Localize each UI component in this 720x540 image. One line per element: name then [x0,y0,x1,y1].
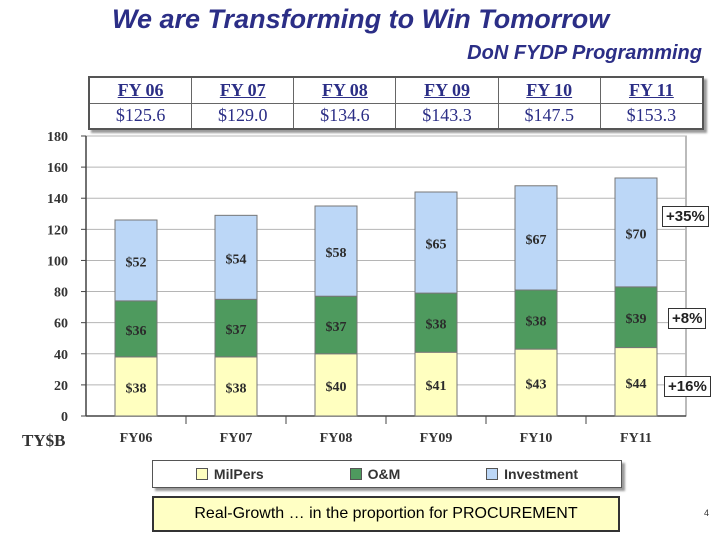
bar-segment-investment [214,214,258,300]
bar-segment-investment [514,185,558,291]
totals-year-header: FY 09 [395,76,499,104]
bar-segment-om [314,295,358,355]
y-tick-label: 100 [47,254,68,269]
legend-item-investment: Investment [486,466,578,482]
bar-segment-om [514,289,558,350]
totals-year-header: FY 06 [88,76,193,104]
totals-value: $125.6 [88,102,193,130]
totals-year-header: FY 11 [599,76,704,104]
bar-value-label: $65 [426,238,447,253]
y-tick-label: 180 [47,130,68,145]
y-tick-label: 140 [47,192,68,207]
totals-value: $134.6 [293,102,397,130]
bar-value-label: $38 [526,315,547,330]
x-tick-label: FY06 [120,431,153,446]
bar-value-label: $38 [226,381,247,396]
totals-value: $147.5 [497,102,601,130]
y-tick-label: 40 [54,348,68,363]
page-number: 4 [704,508,710,518]
bar-segment-om [414,292,458,353]
procurement-banner: Real-Growth … in the proportion for PROC… [152,496,620,532]
bar-segment-om [114,300,158,358]
om-growth-callout: +8% [668,308,707,329]
legend-label: O&M [367,466,401,482]
plot-area [85,135,687,417]
totals-table: FY 06 FY 07 FY 08 FY 09 FY 10 FY 11 $125… [88,76,704,130]
slide-title: We are Transforming to Win Tomorrow [112,4,610,34]
bar-segment-om [214,298,258,358]
x-tick-label: FY11 [620,431,652,446]
bar-segment-milpers [214,356,258,417]
y-tick-label: 160 [47,161,68,176]
x-tick-label: FY09 [420,431,453,446]
slide-subtitle: DoN FYDP Programming [467,42,702,64]
bar-segment-investment [114,219,158,302]
totals-year-header: FY 07 [191,76,295,104]
legend-item-om: O&M [349,466,401,482]
investment-growth-callout: +35% [662,206,709,227]
totals-value: $129.0 [191,102,295,130]
bar-segment-milpers [514,348,558,417]
totals-year-header: FY 10 [497,76,601,104]
legend-swatch-investment [486,468,499,480]
milpers-growth-callout: +16% [664,376,711,397]
bar-value-label: $52 [126,255,147,270]
bar-value-label: $40 [326,380,347,395]
x-tick-label: FY08 [320,431,353,446]
bar-value-label: $39 [626,312,647,327]
y-axis-unit-label: TY$B [22,431,65,450]
bar-value-label: $54 [226,252,247,267]
bar-value-label: $36 [126,324,147,339]
totals-value: $143.3 [395,102,499,130]
bar-segment-investment [614,177,658,288]
bar-value-label: $67 [526,233,547,248]
totals-value: $153.3 [599,102,704,130]
bar-value-label: $37 [326,320,347,335]
bar-value-label: $43 [526,378,547,393]
legend-label: Investment [504,466,579,482]
x-tick-label: FY10 [520,431,553,446]
bar-segment-investment [314,205,358,297]
bar-value-label: $41 [426,379,447,394]
bar-value-label: $70 [626,227,647,242]
bar-value-label: $44 [626,377,647,392]
bar-value-label: $38 [126,381,147,396]
legend-item-milpers: MilPers [195,466,264,482]
y-tick-label: 60 [54,317,68,332]
bar-value-label: $58 [326,246,347,261]
x-tick-label: FY07 [220,431,253,446]
y-tick-label: 80 [54,286,68,301]
chart-legend: MilPers O&M Investment [152,460,622,488]
bar-segment-milpers [114,356,158,417]
y-tick-label: 20 [54,379,68,394]
legend-label: MilPers [213,466,264,482]
y-tick-label: 0 [61,410,68,425]
bar-segment-milpers [614,347,658,417]
y-tick-label: 120 [47,223,68,238]
bar-value-label: $38 [426,318,447,333]
bar-segment-investment [414,191,458,294]
bar-value-label: $37 [226,323,247,338]
legend-swatch-milpers [195,468,208,480]
legend-swatch-om [349,468,362,480]
